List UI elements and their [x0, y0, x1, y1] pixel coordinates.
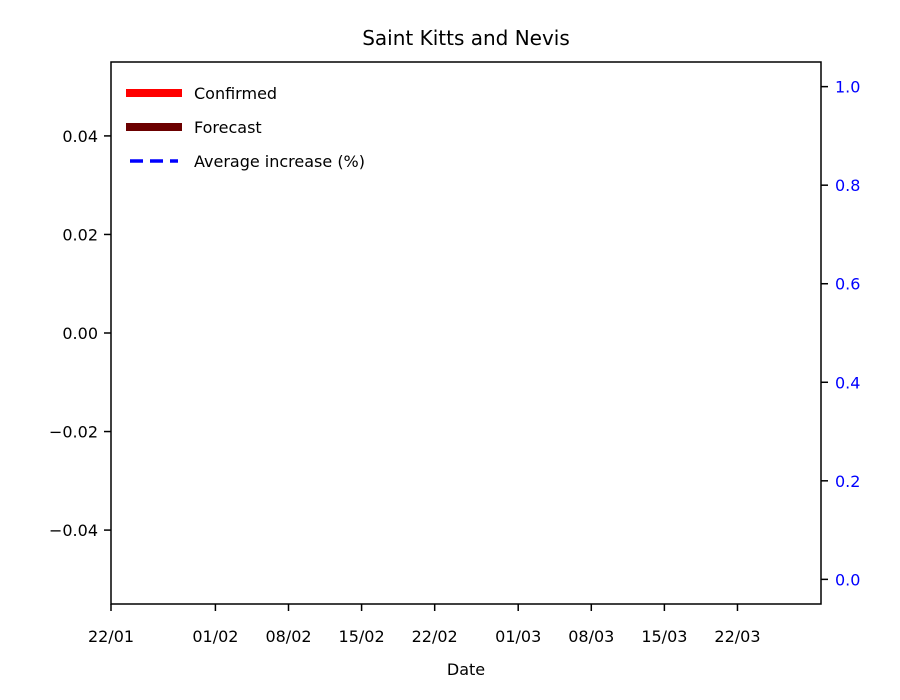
x-tick-label: 22/01	[88, 627, 134, 646]
y-right-tick-label: 1.0	[835, 78, 860, 97]
y-right-tick-label: 0.0	[835, 570, 860, 589]
y-left-tick-label: −0.04	[49, 521, 98, 540]
x-axis-label: Date	[447, 660, 485, 679]
legend-label: Average increase (%)	[194, 152, 365, 171]
y-left-tick-label: 0.04	[62, 127, 98, 146]
x-tick-label: 08/03	[568, 627, 614, 646]
legend-item: Average increase (%)	[130, 152, 365, 171]
y-left-tick-label: −0.02	[49, 423, 98, 442]
legend-item: Forecast	[126, 118, 262, 137]
y-right-tick-label: 0.2	[835, 472, 860, 491]
chart-title: Saint Kitts and Nevis	[362, 26, 570, 50]
y-axis-right: 1.0 0.8 0.6 0.4 0.2 0.0	[821, 78, 860, 589]
legend-label: Forecast	[194, 118, 262, 137]
x-tick-label: 15/03	[641, 627, 687, 646]
x-tick-label: 22/03	[714, 627, 760, 646]
y-axis-left: 0.04 0.02 0.00 −0.02 −0.04	[49, 127, 111, 540]
legend-item: Confirmed	[126, 84, 277, 103]
y-right-tick-label: 0.4	[835, 373, 860, 392]
y-left-tick-label: 0.02	[62, 225, 98, 244]
x-tick-label: 01/02	[192, 627, 238, 646]
y-right-tick-label: 0.6	[835, 275, 860, 294]
x-tick-label: 01/03	[495, 627, 541, 646]
legend-label: Confirmed	[194, 84, 277, 103]
x-tick-label: 08/02	[265, 627, 311, 646]
y-right-tick-label: 0.8	[835, 176, 860, 195]
y-left-tick-label: 0.00	[62, 324, 98, 343]
x-tick-label: 22/02	[412, 627, 458, 646]
x-axis: 22/01 01/02 08/02 15/02 22/02 01/03 08/03 15/03…	[88, 604, 761, 646]
legend: Confirmed Forecast Average increase (%)	[126, 84, 365, 171]
x-tick-label: 15/02	[339, 627, 385, 646]
